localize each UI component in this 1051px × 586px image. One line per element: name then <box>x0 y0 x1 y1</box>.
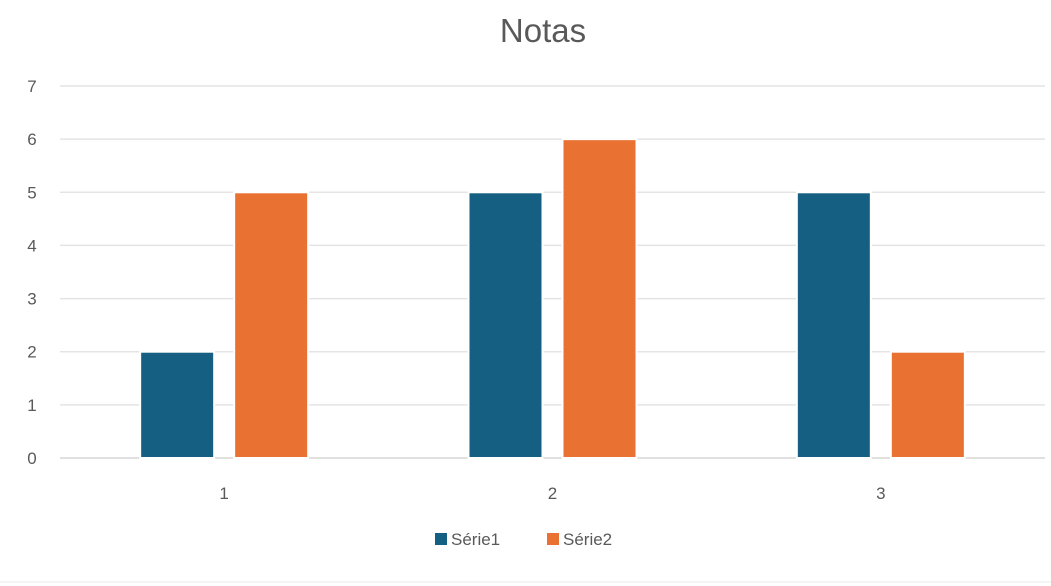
bar-1-1 <box>139 350 216 460</box>
gridlines <box>60 85 1045 459</box>
bar-2-3 <box>889 350 966 460</box>
y-tick-label: 7 <box>27 77 36 96</box>
bars <box>139 138 966 460</box>
bar-1-2 <box>467 191 544 460</box>
y-tick-label: 1 <box>27 396 36 415</box>
legend-label: Série2 <box>563 530 612 549</box>
x-tick-label: 3 <box>876 484 885 503</box>
x-tick-label: 2 <box>548 484 557 503</box>
legend-swatch <box>435 533 447 545</box>
bar-1-3 <box>795 191 872 460</box>
y-tick-label: 4 <box>27 236 36 255</box>
y-axis-ticks: 0 1 2 3 4 5 6 7 <box>27 77 36 468</box>
y-tick-label: 0 <box>27 449 36 468</box>
x-axis-ticks: 1 2 3 <box>219 484 885 503</box>
y-tick-label: 2 <box>27 343 36 362</box>
bar-2-2 <box>561 138 638 459</box>
y-tick-label: 6 <box>27 130 36 149</box>
y-tick-label: 5 <box>27 183 36 202</box>
legend-label: Série1 <box>451 530 500 549</box>
chart-title: Notas <box>500 12 586 49</box>
bar-2-1 <box>233 191 310 460</box>
x-tick-label: 1 <box>219 484 228 503</box>
y-tick-label: 3 <box>27 290 36 309</box>
legend-swatch <box>547 533 559 545</box>
legend: Série1 Série2 <box>435 530 612 549</box>
